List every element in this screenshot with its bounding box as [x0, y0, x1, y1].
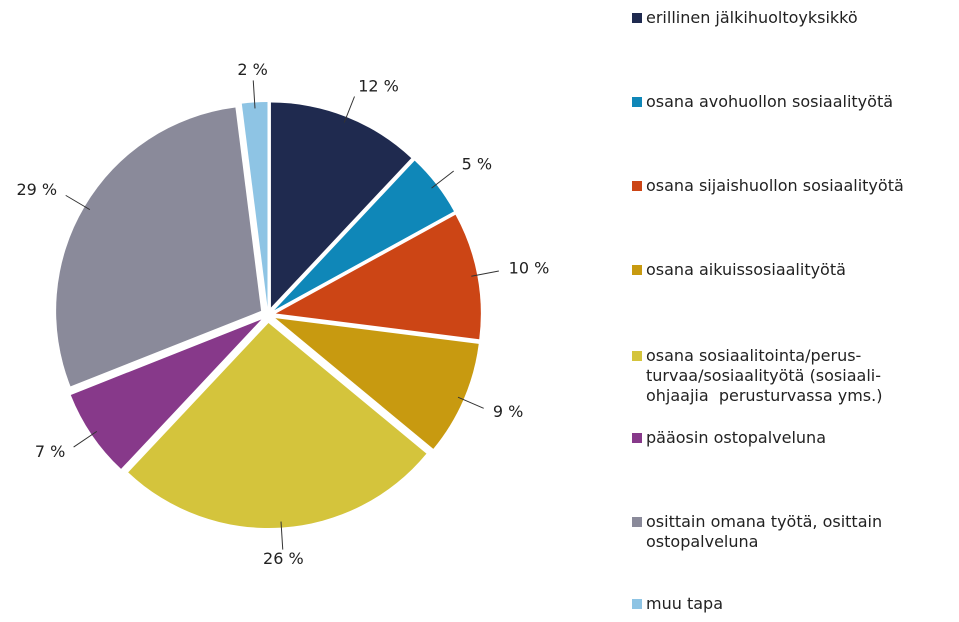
leader-line — [65, 194, 91, 211]
pie-slice — [275, 318, 479, 449]
legend-label: pääosin ostopalveluna — [646, 428, 826, 447]
leader-line — [471, 270, 499, 277]
legend-swatch — [632, 517, 642, 527]
legend-swatch — [632, 351, 642, 361]
legend-label: osana aikuissosiaalityötä — [646, 260, 846, 279]
data-label: 5 % — [462, 154, 492, 173]
legend-label: osana sijaishuollon sosiaalityötä — [646, 176, 904, 195]
legend-label: erillinen jälkihuoltoyksikkö — [646, 8, 858, 27]
data-label: 9 % — [493, 402, 523, 421]
data-label: 26 % — [263, 549, 304, 568]
legend-swatch — [632, 599, 642, 609]
legend-label: osana sosiaalitointa/perus- turvaa/sosia… — [646, 346, 883, 405]
data-label: 7 % — [35, 442, 65, 461]
data-label: 29 % — [16, 180, 57, 199]
pie-slice — [275, 214, 481, 340]
data-label: 10 % — [509, 259, 550, 278]
pie-slice — [56, 107, 262, 387]
legend-label: osittain omana työtä, osittain ostopalve… — [646, 512, 883, 551]
pie-slice — [128, 322, 427, 528]
legend-swatch — [632, 181, 642, 191]
legend-swatch — [632, 97, 642, 107]
leader-line — [73, 430, 98, 448]
data-label: 2 % — [237, 60, 267, 79]
pie-slice — [70, 319, 262, 469]
leader-line — [343, 96, 355, 123]
leader-line — [252, 80, 256, 109]
pie-slice — [241, 102, 268, 308]
legend-swatch — [632, 13, 642, 23]
pie-slice — [270, 102, 412, 308]
leader-line — [457, 396, 484, 409]
leader-line — [431, 170, 454, 189]
leader-line — [280, 521, 284, 550]
pie-slice — [274, 160, 454, 311]
legend-swatch — [632, 265, 642, 275]
data-label: 12 % — [358, 77, 399, 96]
legend-swatch — [632, 433, 642, 443]
legend-label: muu tapa — [646, 594, 723, 613]
legend-label: osana avohuollon sosiaalityötä — [646, 92, 894, 111]
